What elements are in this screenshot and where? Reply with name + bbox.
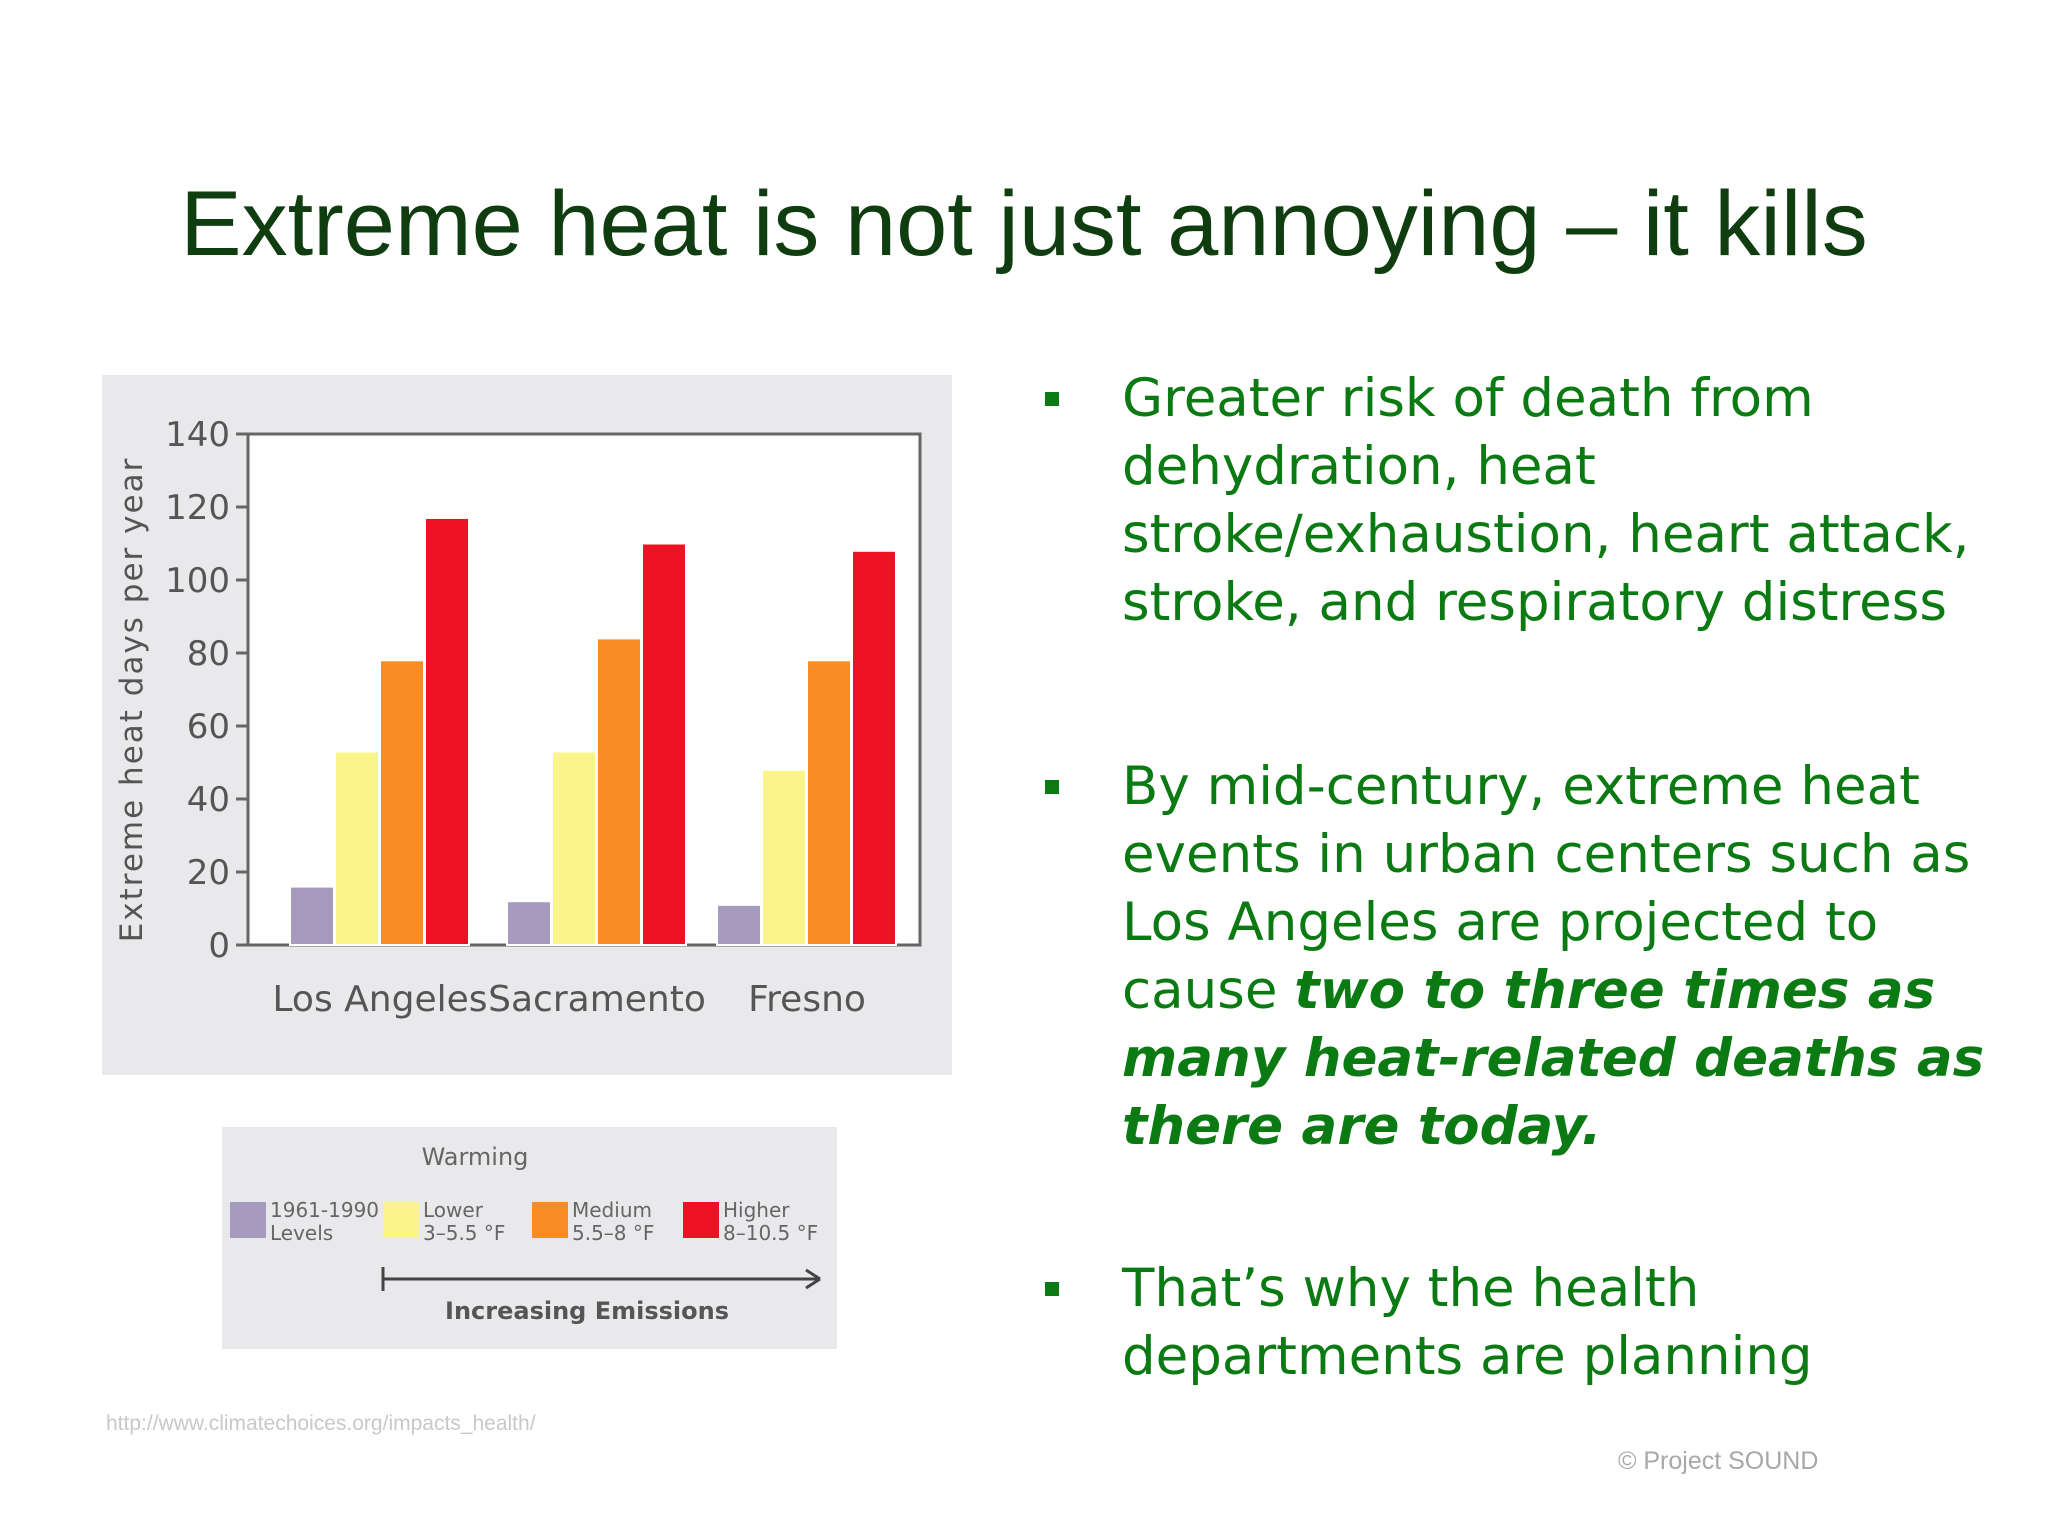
- y-tick-label: 140: [165, 415, 230, 455]
- legend-swatch-3: [683, 1202, 719, 1238]
- bullet-text-plain: By mid-century, extreme heat events in u…: [1122, 756, 1971, 1021]
- bar-los-angeles-series-3: [424, 516, 470, 946]
- x-tick-label: Fresno: [748, 979, 866, 1020]
- legend-label-line1: Higher: [723, 1198, 790, 1222]
- y-tick-label: 100: [165, 561, 230, 601]
- slide-title: Extreme heat is not just annoying – it k…: [180, 173, 1868, 275]
- bar-fresno-series-0: [716, 903, 762, 946]
- bullet-square-icon: [1045, 1282, 1059, 1296]
- x-tick-label: Los Angeles: [273, 979, 488, 1020]
- source-url: http://www.climatechoices.org/impacts_he…: [106, 1412, 536, 1435]
- bullet-text: That’s why the health departments are pl…: [1122, 1258, 1813, 1387]
- bullet-square-icon: [1045, 392, 1059, 406]
- legend-label-line1: Medium: [572, 1198, 652, 1222]
- legend-title: Warming: [422, 1143, 529, 1171]
- legend-arrow-label: Increasing Emissions: [445, 1297, 729, 1325]
- bar-fresno-series-1: [761, 768, 807, 946]
- legend-label-line2: 8–10.5 °F: [723, 1221, 818, 1245]
- bar-los-angeles-series-0: [289, 885, 335, 947]
- legend-arrow-head-icon: [805, 1268, 821, 1290]
- bullet-text: Greater risk of death from dehydration, …: [1122, 368, 1970, 633]
- y-tick-label: 40: [187, 780, 230, 820]
- bar-sacramento-series-1: [551, 750, 597, 946]
- bar-fresno-series-2: [806, 659, 852, 946]
- bar-sacramento-series-3: [641, 542, 687, 946]
- legend-label-line2: Levels: [270, 1221, 333, 1245]
- y-axis-label: Extreme heat days per year: [114, 457, 150, 943]
- copyright: © Project SOUND: [1618, 1447, 1819, 1475]
- chart-legend: Warming 1961-1990 Levels Lower 3–5.5 °F Mediu…: [222, 1127, 837, 1349]
- bar-los-angeles-series-1: [334, 750, 380, 946]
- legend-swatch-1: [383, 1202, 419, 1238]
- bar-sacramento-series-2: [596, 637, 642, 946]
- y-tick-label: 20: [187, 853, 230, 893]
- bullet-text: By mid-century, extreme heat events in u…: [1122, 753, 2022, 1161]
- bar-chart-svg: 0 20 40 60 80 100 120 140 Extreme heat days per …: [114, 415, 922, 1020]
- legend-label-line1: Lower: [423, 1198, 484, 1222]
- bar-chart: 0 20 40 60 80 100 120 140 Extreme heat days per …: [102, 375, 952, 1075]
- y-tick-label: 60: [187, 707, 230, 747]
- legend-swatch-0: [230, 1202, 266, 1238]
- y-tick-label: 0: [208, 926, 230, 966]
- legend-label-line1: 1961-1990: [270, 1198, 379, 1222]
- y-tick-label: 80: [187, 634, 230, 674]
- bar-fresno-series-3: [851, 549, 897, 947]
- bar-los-angeles-series-2: [379, 659, 425, 946]
- legend-swatch-2: [532, 1202, 568, 1238]
- legend-label-line2: 3–5.5 °F: [423, 1221, 505, 1245]
- bar-sacramento-series-0: [506, 900, 552, 947]
- bullet-text-emphasis: two to three times as many heat-related …: [1122, 960, 1985, 1157]
- x-tick-label: Sacramento: [488, 979, 706, 1020]
- legend-label-line2: 5.5–8 °F: [572, 1221, 654, 1245]
- bullet-square-icon: [1045, 780, 1059, 794]
- y-tick-label: 120: [165, 488, 230, 528]
